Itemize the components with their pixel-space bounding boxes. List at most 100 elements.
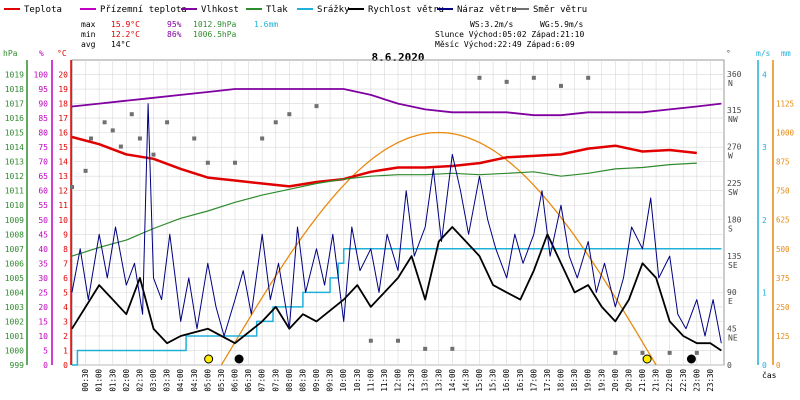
info-block: WS:3.2m/s WG:5.9m/s Slunce Východ:05:02 … bbox=[435, 20, 584, 49]
wind-direction-point bbox=[368, 338, 373, 343]
direction-tick-label: 180 bbox=[727, 215, 742, 224]
temperature-tick-label: 3 bbox=[63, 317, 68, 326]
x-tick-label: 03:30 bbox=[163, 369, 172, 392]
x-tick-label: 17:00 bbox=[529, 369, 538, 392]
pressure-tick-label: 1017 bbox=[5, 100, 24, 109]
x-tick-label: 19:00 bbox=[584, 369, 593, 392]
temperature-tick-label: 10 bbox=[58, 216, 68, 225]
legend-label-wind: Rychlost větru bbox=[368, 5, 444, 15]
temperature-tick-label: 2 bbox=[63, 332, 68, 341]
stats-max-label: max bbox=[81, 20, 96, 29]
pressure-tick-label: 1019 bbox=[5, 71, 24, 80]
legend-label-pressure: Tlak bbox=[266, 5, 288, 15]
wind-direction-point bbox=[102, 120, 107, 125]
wind-direction-point bbox=[205, 160, 210, 165]
solar-tick-label: 0 bbox=[776, 361, 781, 370]
x-tick-label: 07:30 bbox=[271, 369, 280, 392]
temperature-tick-label: 15 bbox=[58, 143, 68, 152]
direction-tick-label: 225 bbox=[727, 179, 742, 188]
pressure-tick-label: 1018 bbox=[5, 85, 24, 94]
pressure-tick-label: 1009 bbox=[5, 216, 24, 225]
wind-direction-point bbox=[260, 136, 265, 141]
direction-tick-label: 270 bbox=[727, 143, 742, 152]
direction-tick-label: E bbox=[728, 297, 733, 306]
pressure-tick-label: 1016 bbox=[5, 114, 24, 123]
series-rain-line bbox=[72, 248, 722, 366]
wind-direction-point bbox=[192, 136, 197, 141]
wind-direction-point bbox=[110, 128, 115, 133]
wind-direction-point bbox=[504, 79, 509, 84]
pressure-tick-label: 1013 bbox=[5, 158, 24, 167]
pressure-tick-label: 1015 bbox=[5, 129, 24, 138]
wind-direction-point bbox=[531, 75, 536, 80]
solar-tick-label: 625 bbox=[776, 216, 790, 225]
wind-direction-point bbox=[118, 144, 123, 149]
series-humidity-line bbox=[71, 88, 722, 117]
wind-direction-point bbox=[233, 160, 237, 165]
unit-deg: ° bbox=[726, 49, 731, 58]
x-tick-label: 12:30 bbox=[407, 369, 416, 392]
x-tick-label: 21:00 bbox=[638, 369, 647, 392]
pressure-tick-label: 1011 bbox=[5, 187, 24, 196]
pressure-tick-label: 1012 bbox=[5, 172, 24, 181]
wind-tick-label: 0 bbox=[762, 361, 767, 370]
solar-tick-label: 750 bbox=[776, 187, 790, 196]
humidity-tick-label: 75 bbox=[38, 143, 48, 152]
x-tick-label: 14:00 bbox=[448, 369, 457, 392]
humidity-tick-label: 25 bbox=[38, 288, 48, 297]
legend-label-temp: Teplota bbox=[24, 5, 62, 15]
unit-mm: mm bbox=[781, 49, 791, 58]
temperature-tick-label: 4 bbox=[63, 303, 68, 312]
legend-label-rain: Srážky bbox=[317, 5, 350, 15]
solar-tick-label: 1125 bbox=[776, 99, 794, 108]
x-tick-label: 10:30 bbox=[353, 369, 362, 392]
moonset-marker bbox=[234, 354, 244, 364]
sunset-marker bbox=[642, 354, 652, 364]
direction-tick-label: 135 bbox=[727, 252, 742, 261]
wind-direction-point bbox=[694, 350, 699, 355]
stats-block: max 15.9°C 95% 1012.9hPa 1.6mm min 12.2°… bbox=[81, 20, 278, 49]
pressure-tick-label: 1010 bbox=[5, 201, 24, 210]
direction-tick-label: SW bbox=[728, 188, 738, 197]
temperature-tick-label: 6 bbox=[63, 274, 68, 283]
x-tick-label: 07:00 bbox=[258, 369, 267, 392]
humidity-tick-label: 40 bbox=[38, 245, 48, 254]
x-tick-label: 16:00 bbox=[502, 369, 511, 392]
x-axis-label: čas bbox=[762, 370, 777, 380]
info-wg: WG:5.9m/s bbox=[540, 20, 584, 29]
wind-direction-point bbox=[667, 350, 672, 355]
x-tick-label: 13:30 bbox=[434, 369, 443, 392]
x-tick-label: 01:30 bbox=[108, 369, 117, 392]
direction-tick-label: W bbox=[728, 152, 733, 161]
temperature-tick-label: 0 bbox=[63, 361, 68, 370]
solar-tick-label: 1000 bbox=[776, 129, 795, 138]
x-tick-label: 11:30 bbox=[380, 369, 389, 392]
wind-direction-point bbox=[137, 136, 142, 141]
unit-degc: °C bbox=[57, 49, 67, 58]
wind-direction-point bbox=[151, 152, 156, 157]
temperature-tick-label: 8 bbox=[63, 245, 68, 254]
wind-direction-point bbox=[477, 75, 482, 80]
wind-direction-point bbox=[314, 104, 319, 109]
humidity-tick-label: 85 bbox=[38, 114, 48, 123]
direction-tick-label: 360 bbox=[727, 70, 742, 79]
humidity-tick-label: 100 bbox=[34, 71, 49, 80]
legend-label-ground-temp: Přízemní teplota bbox=[100, 5, 187, 15]
temperature-tick-label: 9 bbox=[63, 230, 68, 239]
wind-tick-label: 2 bbox=[762, 216, 767, 225]
axis-units: hPa % °C ° m/s mm bbox=[3, 49, 791, 58]
x-tick-label: 02:30 bbox=[135, 369, 144, 392]
temperature-tick-label: 5 bbox=[63, 288, 68, 297]
wind-tick-label: 1 bbox=[762, 288, 767, 297]
x-tick-label: 05:00 bbox=[203, 369, 212, 392]
unit-hpa: hPa bbox=[3, 49, 18, 58]
chart-title: 8.6.2020 bbox=[372, 51, 425, 64]
pressure-tick-label: 1008 bbox=[5, 230, 24, 239]
info-moon: Měsíc Východ:22:49 Západ:6:09 bbox=[435, 40, 575, 49]
humidity-tick-label: 50 bbox=[38, 216, 48, 225]
legend-label-direction: Směr větru bbox=[533, 5, 587, 15]
x-tick-label: 15:00 bbox=[475, 369, 484, 392]
pressure-tick-label: 1001 bbox=[5, 332, 24, 341]
stats-min-hum: 86% bbox=[167, 30, 182, 39]
